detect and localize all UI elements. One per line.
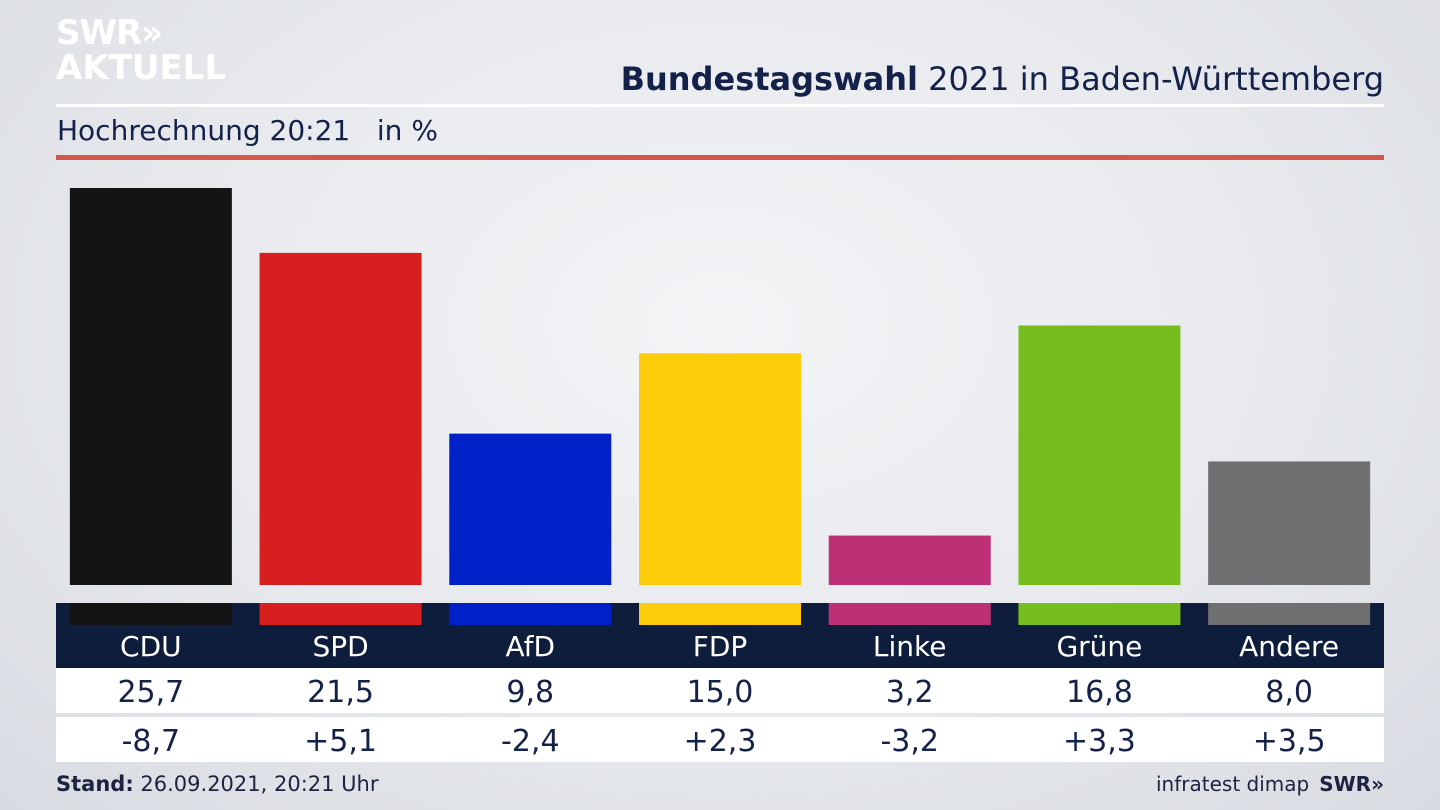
bar-andere — [1208, 461, 1371, 585]
accent-divider — [56, 155, 1384, 160]
change-label: -8,7 — [122, 724, 181, 759]
changes-row-bg — [56, 717, 1384, 762]
value-label: 21,5 — [307, 675, 374, 710]
bar-chart: CDU 25,7 -8,7 SPD 21,5 +5,1 AfD 9,8 -2,4 FDP 15,0 +… — [56, 188, 1384, 762]
swr-brand-logo: SWR» — [1319, 772, 1384, 796]
bar-fdp — [639, 353, 801, 585]
source-credit: infratest dimap SWR» — [1156, 772, 1384, 796]
bar-grüne — [1018, 325, 1181, 585]
party-label: Grüne — [1056, 630, 1142, 663]
header-divider — [56, 104, 1384, 107]
party-color-tab-andere — [1208, 603, 1371, 625]
swr-aktuell-logo: SWR» AKTUELL — [56, 16, 226, 85]
title-bold: Bundestagswahl — [620, 60, 918, 98]
party-label: CDU — [120, 630, 182, 663]
value-label: 8,0 — [1265, 675, 1313, 710]
bar-spd — [259, 252, 422, 585]
title-rest: 2021 in Baden-Württemberg — [917, 60, 1384, 98]
party-label: Andere — [1239, 630, 1339, 663]
party-color-tab-afd — [449, 603, 612, 625]
change-label: -2,4 — [501, 724, 560, 759]
page-title: Bundestagswahl 2021 in Baden-Württemberg — [621, 60, 1384, 98]
party-label: SPD — [312, 630, 368, 663]
bar-linke — [828, 535, 991, 585]
value-label: 16,8 — [1066, 675, 1133, 710]
values-row-bg — [56, 668, 1384, 713]
value-label: 25,7 — [117, 675, 184, 710]
chart-subtitle: Hochrechnung 20:21 in % — [57, 114, 438, 147]
change-label: +3,5 — [1253, 724, 1326, 759]
value-label: 9,8 — [506, 675, 554, 710]
party-color-tab-spd — [259, 603, 422, 625]
party-color-tab-cdu — [69, 603, 232, 625]
stand-value: 26.09.2021, 20:21 Uhr — [133, 772, 379, 796]
change-label: -3,2 — [880, 724, 939, 759]
change-label: +5,1 — [304, 724, 377, 759]
party-label: FDP — [693, 630, 748, 663]
value-label: 3,2 — [886, 675, 934, 710]
value-label: 15,0 — [687, 675, 754, 710]
party-label: AfD — [505, 630, 555, 663]
bar-cdu — [69, 188, 232, 585]
stand-label: Stand: — [56, 772, 134, 796]
party-color-tab-fdp — [639, 603, 801, 625]
source-text: infratest dimap — [1156, 772, 1310, 796]
timestamp: Stand: 26.09.2021, 20:21 Uhr — [56, 772, 379, 796]
logo-swr-text: SWR — [56, 13, 142, 53]
party-color-tab-grüne — [1018, 603, 1181, 625]
change-label: +3,3 — [1063, 724, 1136, 759]
party-color-tab-linke — [828, 603, 991, 625]
party-label: Linke — [873, 630, 947, 663]
logo-aktuell-text: AKTUELL — [56, 48, 227, 88]
bar-afd — [449, 433, 612, 585]
change-label: +2,3 — [684, 724, 757, 759]
